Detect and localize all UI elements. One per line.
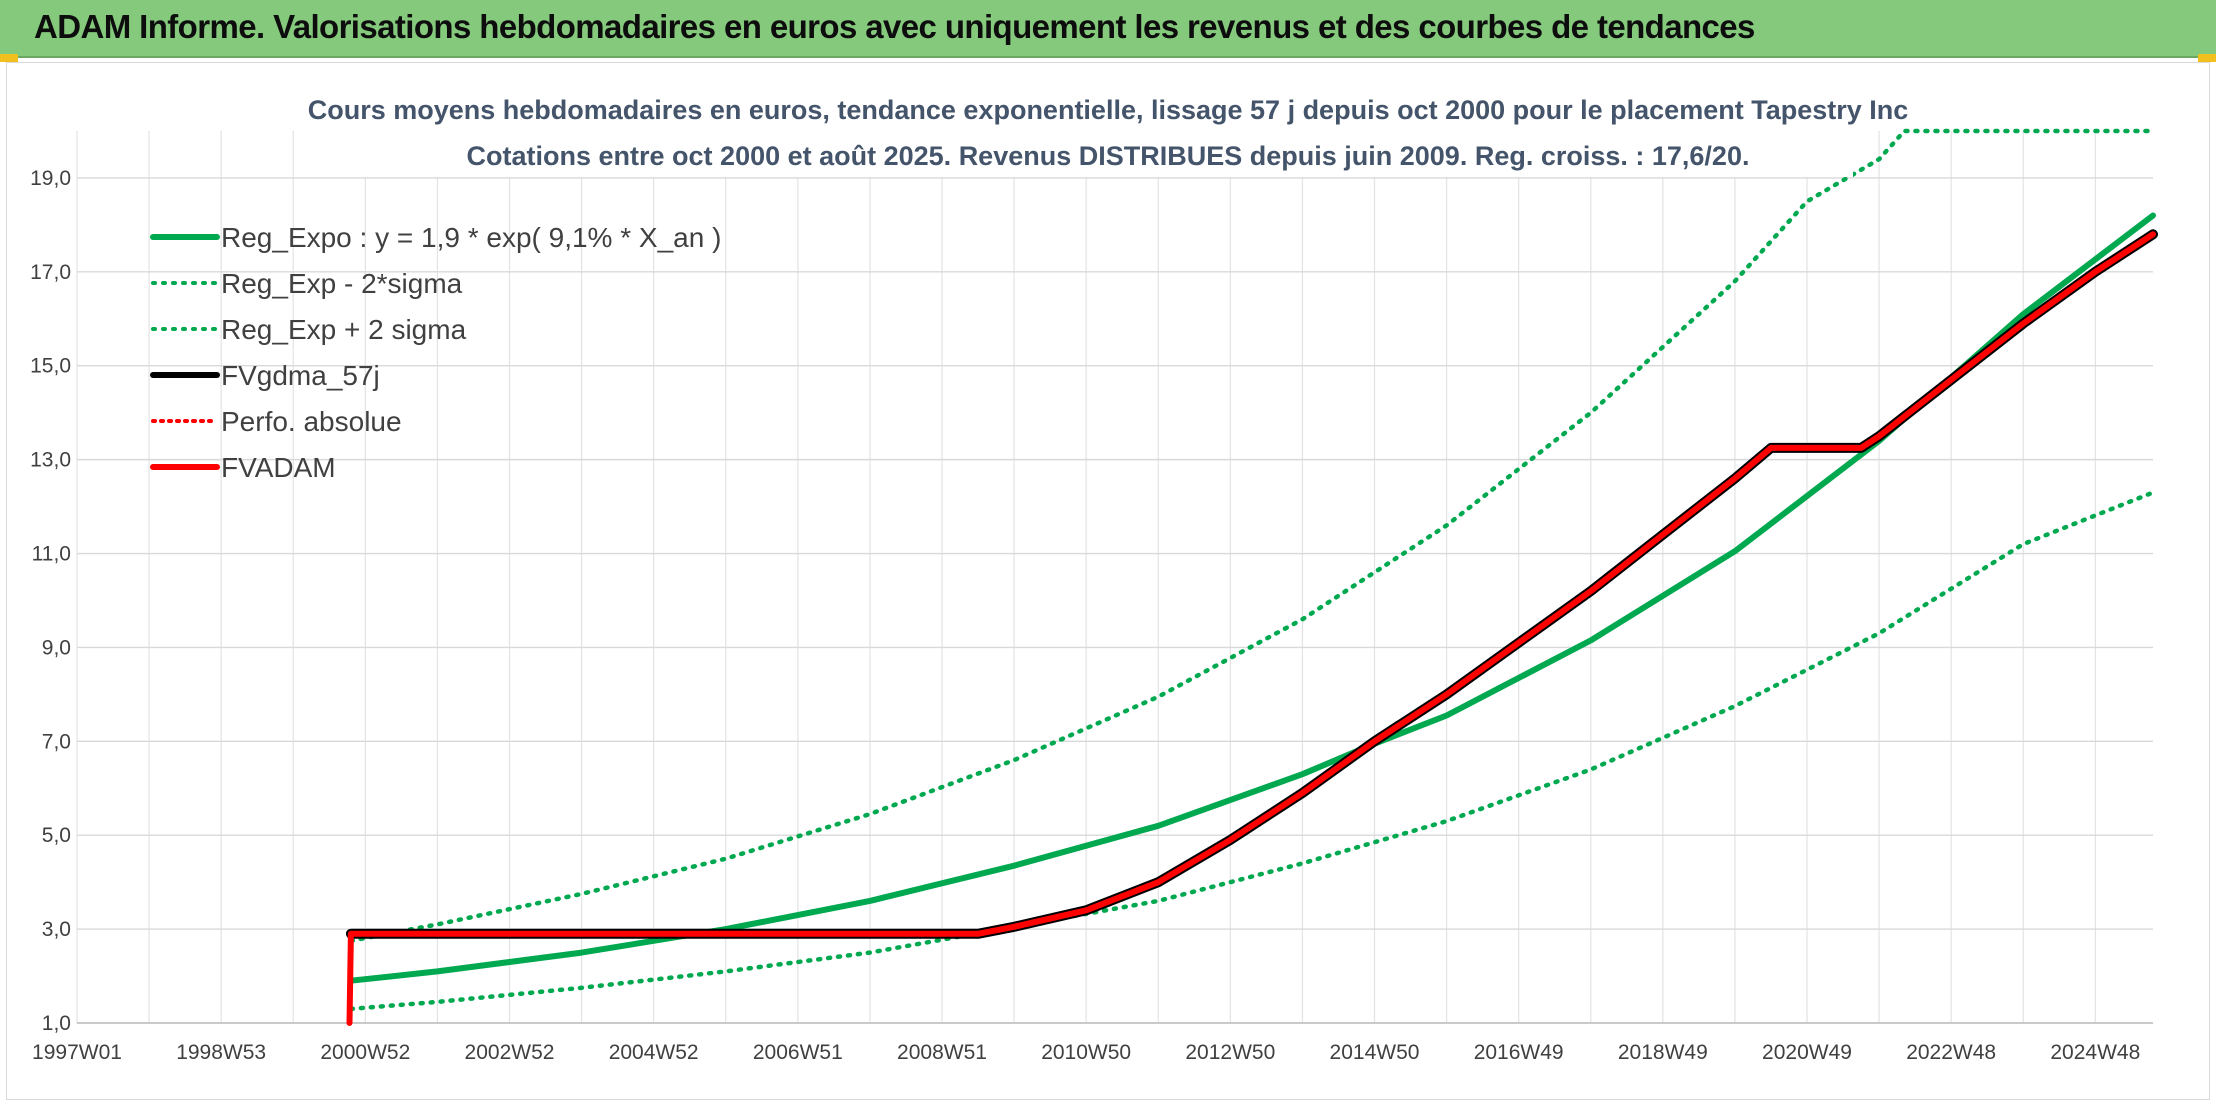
legend-label: Reg_Exp + 2 sigma	[221, 314, 467, 345]
series-line-dotted-green	[348, 490, 2156, 1012]
legend-label: Reg_Exp - 2*sigma	[221, 268, 463, 299]
y-tick-label: 15,0	[30, 355, 71, 378]
chart-area: Cours moyens hebdomadaires en euros, ten…	[6, 62, 2210, 1100]
y-tick-label: 5,0	[42, 824, 71, 847]
legend-label: Perfo. absolue	[221, 406, 402, 437]
corner-marker-left	[0, 54, 18, 62]
report-banner: ADAM Informe. Valorisations hebdomadaire…	[0, 0, 2216, 58]
grid-lines	[76, 131, 2153, 1024]
corner-marker-right	[2198, 54, 2216, 62]
x-tick-label: 2010W50	[1041, 1041, 1131, 1064]
x-tick-label: 1997W01	[32, 1041, 122, 1064]
chart-background	[7, 63, 2209, 1099]
y-tick-label: 13,0	[30, 449, 71, 472]
y-axis-tick-labels: 1,0 3,0 5,0 7,0 9,0 11,0 13,0 15,0 17,0 19,0	[30, 167, 71, 1035]
x-tick-label: 2002W52	[465, 1041, 555, 1064]
x-tick-label: 2000W52	[320, 1041, 410, 1064]
title-background	[363, 73, 1853, 177]
x-tick-label: 1998W53	[176, 1041, 266, 1064]
x-tick-label: 2004W52	[609, 1041, 699, 1064]
y-tick-label: 11,0	[32, 543, 71, 566]
x-tick-label: 2016W49	[1474, 1041, 1564, 1064]
chart-title-line-1: Cours moyens hebdomadaires en euros, ten…	[308, 95, 1909, 125]
x-tick-label: 2018W49	[1618, 1041, 1708, 1064]
series-line-dotted-green	[348, 128, 2156, 944]
y-tick-label: 3,0	[42, 918, 71, 941]
legend-label: FVgdma_57j	[221, 360, 380, 391]
x-axis-tick-labels: 1997W01 1998W53 2000W52 2002W52 2004W52 2006W…	[32, 1041, 2140, 1064]
legend-label: FVADAM	[221, 452, 336, 483]
chart-title-block: Cours moyens hebdomadaires en euros, ten…	[308, 73, 1909, 177]
series-lines	[345, 128, 2158, 1026]
report-title: ADAM Informe. Valorisations hebdomadaire…	[34, 8, 1755, 45]
line-chart: Cours moyens hebdomadaires en euros, ten…	[7, 63, 2209, 1099]
chart-title-line-2: Cotations entre oct 2000 et août 2025. R…	[467, 141, 1750, 171]
x-tick-label: 2014W50	[1330, 1041, 1420, 1064]
series-line-solid-thick-green	[347, 212, 2156, 984]
x-tick-label: 2020W49	[1762, 1041, 1852, 1064]
y-tick-label: 19,0	[30, 167, 71, 190]
y-tick-label: 7,0	[42, 730, 71, 753]
x-tick-label: 2022W48	[1906, 1041, 1996, 1064]
x-tick-label: 2024W48	[2050, 1041, 2140, 1064]
y-tick-label: 17,0	[30, 261, 71, 284]
x-tick-label: 2006W51	[753, 1041, 843, 1064]
legend-label: Reg_Expo : y = 1,9 * exp( 9,1% * X_an )	[221, 222, 721, 253]
chart-legend: Reg_Expo : y = 1,9 * exp( 9,1% * X_an ) R…	[150, 222, 721, 483]
y-tick-label: 9,0	[42, 636, 71, 659]
x-tick-label: 2008W51	[897, 1041, 987, 1064]
series-line-dotted-red	[349, 232, 2155, 936]
y-tick-label: 1,0	[42, 1012, 71, 1035]
x-tick-label: 2012W50	[1185, 1041, 1275, 1064]
